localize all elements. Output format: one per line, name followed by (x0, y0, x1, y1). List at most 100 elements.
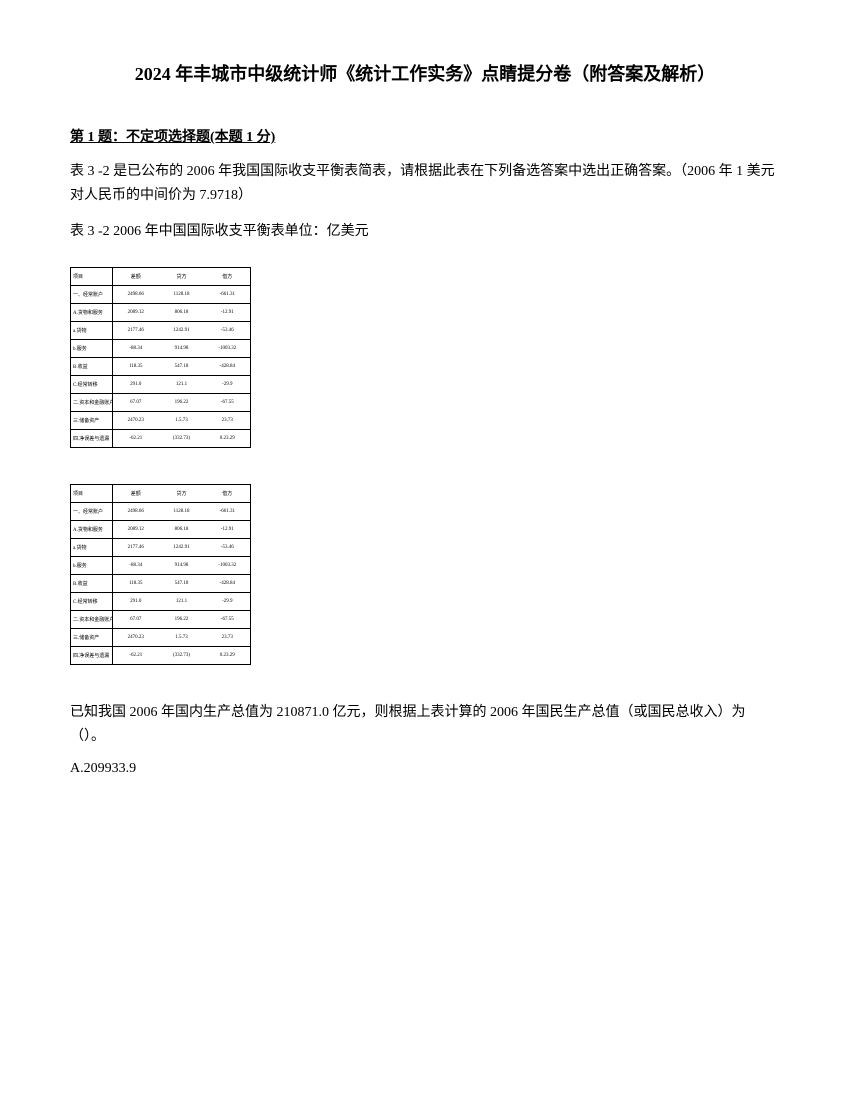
table-cell: 2177.46 (113, 322, 159, 340)
question-para-3: 已知我国 2006 年国内生产总值为 210871.0 亿元，则根据上表计算的 … (70, 701, 780, 749)
table-cell: -29.9 (205, 593, 251, 611)
table-row: b.服务-88.34914.98-1003.32 (71, 557, 251, 575)
table-row: b.服务-88.34914.98-1003.32 (71, 340, 251, 358)
table-cell: C.经常转移 (71, 376, 113, 394)
table-cell: -53.46 (205, 322, 251, 340)
table-cell: 0.23.29 (205, 647, 251, 665)
table-cell: -1003.32 (205, 557, 251, 575)
table-row: 一、经常账户2498.661128.18-661.31 (71, 286, 251, 304)
table-cell: -62.21 (113, 430, 159, 448)
table-row: 三.储备资产2470.231.5.7323.73 (71, 629, 251, 647)
table-header-row: 项目 差额 贷方 借方 (71, 268, 251, 286)
table-cell: 196.22 (159, 611, 205, 629)
table-row: 二.资本和金融账户67.07196.22-67.55 (71, 394, 251, 412)
table-cell: 2470.23 (113, 629, 159, 647)
table-cell: -88.34 (113, 340, 159, 358)
table-cell: 二.资本和金融账户 (71, 611, 113, 629)
col-header: 借方 (205, 268, 251, 286)
col-header: 项目 (71, 485, 113, 503)
page-title: 2024 年丰城市中级统计师《统计工作实务》点睛提分卷（附答案及解析） (70, 60, 780, 86)
table-row: 四.净误差与遗漏-62.21(332.73)0.23.29 (71, 430, 251, 448)
table-cell: -53.46 (205, 539, 251, 557)
table-cell: 1128.18 (159, 503, 205, 521)
question-para-2: 表 3 -2 2006 年中国国际收支平衡表单位：亿美元 (70, 220, 780, 244)
table-row: 四.净误差与遗漏-62.21(332.73)0.23.29 (71, 647, 251, 665)
table-row: A.货物和服务2089.12806.18-12.91 (71, 304, 251, 322)
table-row: 二.资本和金融账户67.07196.22-67.55 (71, 611, 251, 629)
table-cell: 一、经常账户 (71, 286, 113, 304)
col-header: 差额 (113, 485, 159, 503)
question-type: 不定项选择题(本题 1 分) (126, 130, 275, 145)
balance-table-1: 项目 差额 贷方 借方 一、经常账户2498.661128.18-661.31A… (70, 267, 251, 448)
table-cell: 2089.12 (113, 304, 159, 322)
table-cell: 1.5.73 (159, 412, 205, 430)
col-header: 借方 (205, 485, 251, 503)
table-cell: a.货物 (71, 322, 113, 340)
table-cell: -29.9 (205, 376, 251, 394)
table-cell: 四.净误差与遗漏 (71, 647, 113, 665)
question-number: 第 1 题： (70, 130, 126, 145)
table-cell: 23.73 (205, 412, 251, 430)
table-row: C.经常转移291.0121.1-29.9 (71, 593, 251, 611)
table-cell: 2177.46 (113, 539, 159, 557)
table-cell: B.收益 (71, 358, 113, 376)
table-cell: 三.储备资产 (71, 412, 113, 430)
table-cell: C.经常转移 (71, 593, 113, 611)
table-cell: 806.18 (159, 521, 205, 539)
table-cell: -661.31 (205, 503, 251, 521)
table-cell: 2089.12 (113, 521, 159, 539)
col-header: 贷方 (159, 485, 205, 503)
table-cell: 二.资本和金融账户 (71, 394, 113, 412)
table-cell: 1128.18 (159, 286, 205, 304)
table-cell: -428.84 (205, 575, 251, 593)
table-cell: -12.91 (205, 304, 251, 322)
table-cell: -1003.32 (205, 340, 251, 358)
table-cell: 118.35 (113, 358, 159, 376)
balance-table-2: 项目 差额 贷方 借方 一、经常账户2498.661128.18-661.31A… (70, 484, 251, 665)
table-cell: 291.0 (113, 593, 159, 611)
table-cell: (332.73) (159, 430, 205, 448)
table-cell: 一、经常账户 (71, 503, 113, 521)
table-cell: 67.07 (113, 611, 159, 629)
table-row: A.货物和服务2089.12806.18-12.91 (71, 521, 251, 539)
table-cell: 67.07 (113, 394, 159, 412)
table-cell: -428.84 (205, 358, 251, 376)
table-cell: 121.1 (159, 593, 205, 611)
table-cell: -88.34 (113, 557, 159, 575)
table-cell: A.货物和服务 (71, 521, 113, 539)
table-cell: 1242.91 (159, 539, 205, 557)
table-cell: A.货物和服务 (71, 304, 113, 322)
question-para-1: 表 3 -2 是已公布的 2006 年我国国际收支平衡表简表，请根据此表在下列备… (70, 160, 780, 208)
table-cell: 2470.23 (113, 412, 159, 430)
table-row: B.收益118.35547.18-428.84 (71, 575, 251, 593)
table-cell: b.服务 (71, 557, 113, 575)
table-row: 一、经常账户2498.661128.18-661.31 (71, 503, 251, 521)
table-cell: -67.55 (205, 394, 251, 412)
table-row: 三.储备资产2470.231.5.7323.73 (71, 412, 251, 430)
table-cell: 291.0 (113, 376, 159, 394)
col-header: 贷方 (159, 268, 205, 286)
table-cell: 23.73 (205, 629, 251, 647)
option-a: A.209933.9 (70, 761, 780, 777)
table-cell: 914.98 (159, 340, 205, 358)
table-cell: 三.储备资产 (71, 629, 113, 647)
table-cell: -661.31 (205, 286, 251, 304)
table-cell: (332.73) (159, 647, 205, 665)
table-cell: 四.净误差与遗漏 (71, 430, 113, 448)
table-row: a.货物2177.461242.91-53.46 (71, 322, 251, 340)
table-cell: 547.18 (159, 358, 205, 376)
table-cell: B.收益 (71, 575, 113, 593)
table-row: B.收益118.35547.18-428.84 (71, 358, 251, 376)
table-row: a.货物2177.461242.91-53.46 (71, 539, 251, 557)
table-cell: 2498.66 (113, 286, 159, 304)
table-cell: 0.23.29 (205, 430, 251, 448)
table-cell: -62.21 (113, 647, 159, 665)
table-cell: 1.5.73 (159, 629, 205, 647)
table-row: C.经常转移291.0121.1-29.9 (71, 376, 251, 394)
table-cell: 2498.66 (113, 503, 159, 521)
table-cell: 806.18 (159, 304, 205, 322)
table-header-row: 项目 差额 贷方 借方 (71, 485, 251, 503)
table-cell: 914.98 (159, 557, 205, 575)
col-header: 项目 (71, 268, 113, 286)
table-cell: 121.1 (159, 376, 205, 394)
